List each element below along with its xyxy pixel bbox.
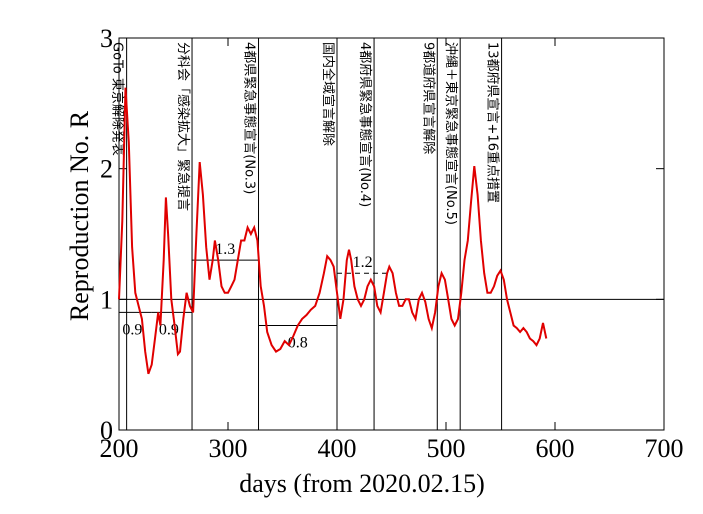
event-label: 4都府県緊急事態宣言(No.4) [357, 42, 373, 207]
event-label: 9都道府県宣言解除 [420, 42, 436, 154]
event-label: 分科会「感染拡大」緊急提言 [175, 42, 191, 211]
y-tick-label: 1 [100, 285, 113, 314]
y-axis-label: Reproduction No. R [65, 110, 94, 321]
y-tick-label: 2 [100, 155, 113, 184]
x-tick-label: 200 [100, 434, 139, 463]
y-tick-label: 0 [100, 416, 113, 445]
x-axis-label: days (from 2020.02.15) [239, 469, 485, 498]
event-label: 沖縄＋東京緊急事態宣言(No.5) [443, 42, 459, 225]
plot-frame [118, 37, 665, 431]
x-tick-label: 400 [318, 434, 357, 463]
x-tick-label: 700 [645, 434, 684, 463]
event-label: 13都府県宣言+16重点措置 [485, 42, 501, 203]
x-tick-label: 300 [209, 434, 248, 463]
data-line [118, 87, 548, 375]
event-label: 4都県緊急事態宣言(No.3) [242, 42, 258, 194]
level-label: 0.9 [122, 321, 142, 338]
level-label: 1.3 [215, 241, 235, 258]
event-label: GoTo 東京解除発表 [110, 42, 126, 156]
x-tick-label: 500 [427, 434, 466, 463]
event-label: 国内全域宣言解除 [320, 42, 336, 146]
y-tick-label: 3 [100, 24, 113, 53]
level-label: 1.2 [353, 254, 373, 271]
x-tick-label: 600 [536, 434, 575, 463]
